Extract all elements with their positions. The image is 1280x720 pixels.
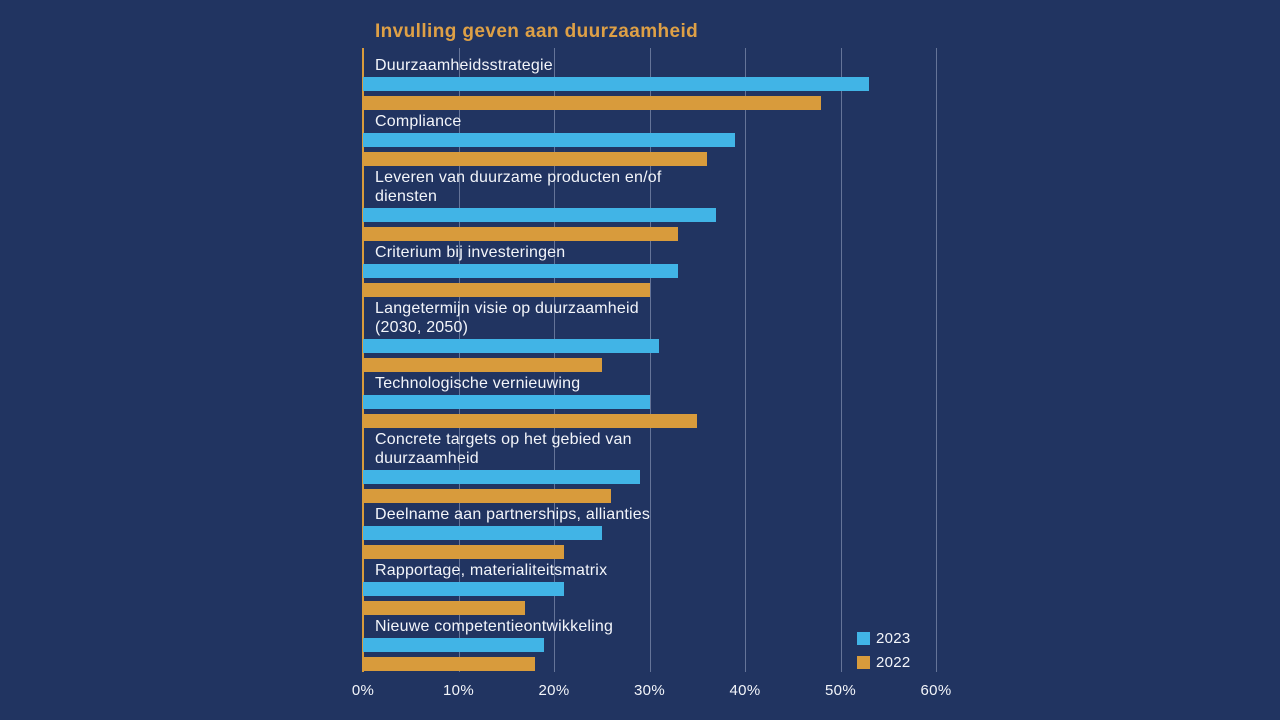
category-label: Deelname aan partnerships, allianties (375, 506, 651, 523)
legend-item-2022: 2022 (857, 650, 911, 674)
x-tick-label: 20% (538, 682, 570, 699)
bar-2023 (363, 77, 870, 91)
bar-2022 (363, 227, 679, 241)
bar-2023 (363, 526, 602, 540)
bar-2023 (363, 133, 736, 147)
category-label: Rapportage, materialiteitsmatrix (375, 562, 608, 579)
bar-2022 (363, 545, 564, 559)
category-label: Compliance (375, 113, 462, 130)
legend: 2023 2022 (857, 626, 911, 674)
bar-2023 (363, 582, 564, 596)
x-axis: 0% 10% 20% 30% 40% 50% 60% (352, 682, 961, 704)
legend-swatch-icon (857, 655, 870, 669)
bar-2022 (363, 358, 602, 372)
x-tick-label: 60% (920, 682, 952, 699)
bar-2022 (363, 283, 650, 297)
bar-row: Compliance (363, 112, 961, 166)
bar-2023 (363, 470, 640, 484)
gridline (840, 48, 842, 672)
bar-2023 (363, 638, 545, 652)
bar-2022 (363, 489, 612, 503)
bar-row: Rapportage, materialiteitsmatrix (363, 561, 961, 615)
category-label: Criterium bij investeringen (375, 244, 566, 261)
bar-2022 (363, 657, 535, 671)
legend-label: 2022 (876, 653, 911, 671)
chart-title: Invulling geven aan duurzaamheid (375, 21, 699, 42)
bar-row: Duurzaamheidsstrategie (363, 56, 961, 110)
bar-row: Nieuwe competentieontwikkeling (363, 617, 961, 671)
plot-area: Duurzaamheidsstrategie Compliance Leveren … (362, 48, 961, 672)
bar-row: Langetermijn visie op duurzaamheid (2030… (363, 299, 961, 372)
legend-item-2023: 2023 (857, 626, 911, 650)
gridline (745, 48, 746, 672)
bar-2023 (363, 395, 650, 409)
bar-2022 (363, 96, 822, 110)
category-label: Leveren van duurzame producten en/of die… (375, 169, 662, 205)
x-tick-label: 0% (351, 682, 375, 699)
bar-row: Deelname aan partnerships, allianties (363, 505, 961, 559)
bar-2023 (363, 339, 660, 353)
bar-row: Technologische vernieuwing (363, 374, 961, 428)
bar-row: Leveren van duurzame producten en/of die… (363, 168, 961, 241)
bar-2022 (363, 152, 707, 166)
bar-2023 (363, 208, 717, 222)
bar-2022 (363, 601, 526, 615)
x-tick-label: 50% (825, 682, 856, 699)
gridline (936, 48, 937, 672)
bar-2022 (363, 414, 698, 428)
legend-label: 2023 (876, 629, 911, 647)
bar-row: Concrete targets op het gebied van duurz… (363, 430, 961, 503)
bar-rows: Duurzaamheidsstrategie Compliance Leveren … (363, 48, 961, 672)
bar-2023 (363, 264, 679, 278)
category-label: Technologische vernieuwing (375, 375, 581, 392)
category-label: Langetermijn visie op duurzaamheid (2030… (375, 300, 639, 336)
category-label: Nieuwe competentieontwikkeling (375, 618, 614, 635)
legend-swatch-icon (857, 631, 870, 645)
category-label: Concrete targets op het gebied van duurz… (375, 431, 632, 467)
x-tick-label: 10% (443, 682, 474, 699)
x-tick-label: 40% (729, 682, 761, 699)
gridline (649, 48, 651, 672)
x-tick-label: 30% (634, 682, 665, 699)
category-label: Duurzaamheidsstrategie (375, 57, 553, 74)
bar-row: Criterium bij investeringen (363, 243, 961, 297)
